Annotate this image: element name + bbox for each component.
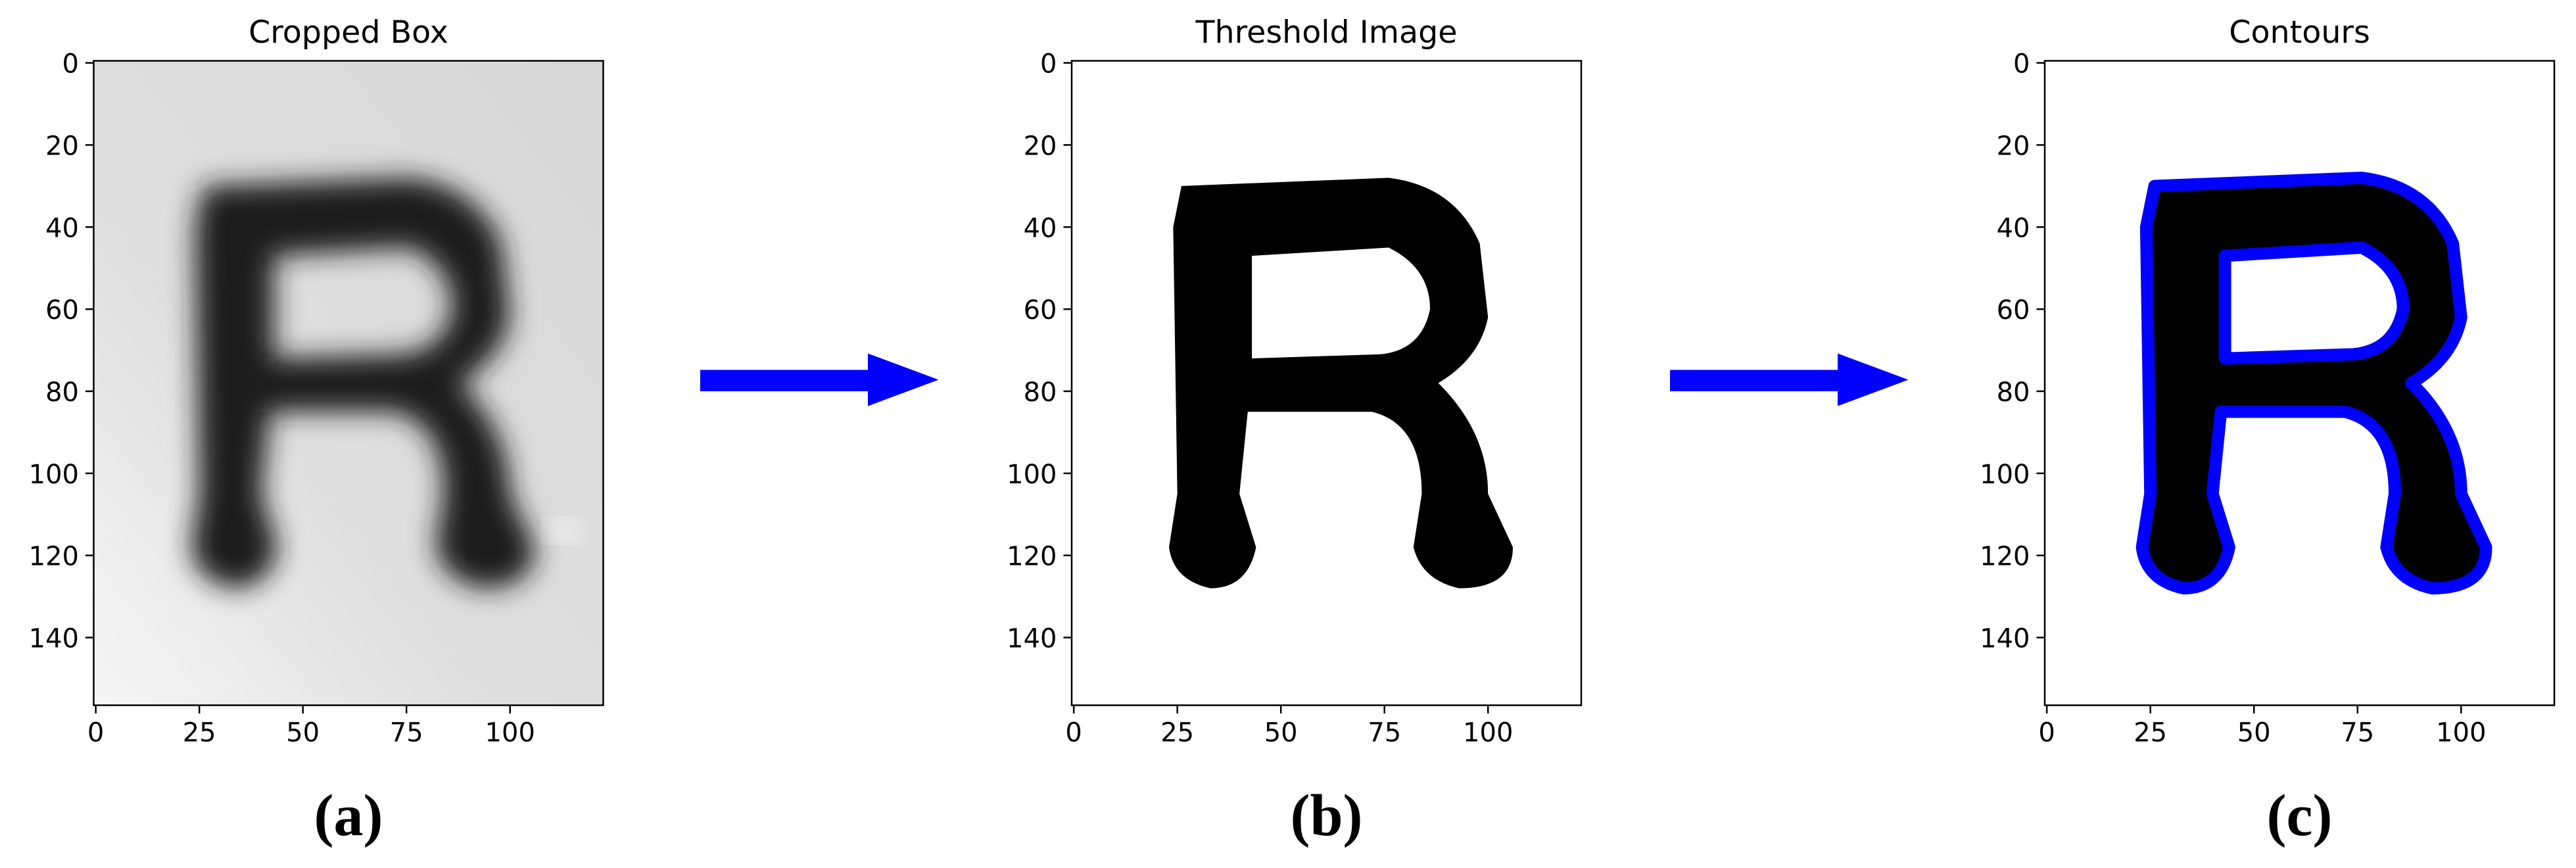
y-tick-label: 80 (45, 377, 79, 408)
y-tick-label: 0 (1040, 49, 1057, 80)
y-tick-label: 120 (1007, 542, 1057, 572)
y-tick-label: 20 (1997, 131, 2030, 161)
axes-frame (2043, 60, 2556, 706)
y-tick-label: 100 (1980, 460, 2030, 490)
threshold-image (1072, 60, 1581, 706)
panel-title: Contours (2229, 14, 2370, 51)
panel-caption: (b) (1291, 783, 1363, 848)
x-tick-label: 25 (183, 718, 216, 748)
x-tick-label: 100 (485, 718, 535, 748)
axes-frame (1070, 60, 1583, 706)
axes-frame (93, 60, 604, 706)
y-tick-label: 60 (45, 295, 79, 326)
y-tick-label: 120 (29, 542, 79, 572)
x-tick-label: 75 (2341, 718, 2374, 748)
x-tick-label: 75 (390, 718, 423, 748)
x-tick-label: 75 (1368, 718, 1401, 748)
arrow (700, 353, 939, 406)
y-tick-label: 80 (1997, 377, 2030, 408)
x-tick-label: 0 (1065, 718, 1082, 748)
y-tick-label: 20 (1024, 131, 1057, 161)
x-tick-label: 50 (2237, 718, 2271, 748)
x-tick-label: 50 (286, 718, 320, 748)
image-frame (1072, 60, 1581, 706)
x-tick-label: 50 (1264, 718, 1298, 748)
image-frame (2045, 60, 2554, 706)
y-tick-label: 40 (45, 213, 79, 243)
x-tick-label: 0 (2038, 718, 2055, 748)
y-tick-label: 20 (45, 131, 79, 161)
cropped-image (93, 60, 604, 706)
y-tick-label: 100 (29, 460, 79, 490)
y-tick-label: 0 (62, 49, 79, 80)
y-tick-label: 60 (1024, 295, 1057, 326)
image-frame (93, 60, 604, 706)
y-tick-label: 140 (1980, 624, 2030, 654)
y-tick-label: 140 (29, 624, 79, 654)
y-tick-label: 0 (2013, 49, 2030, 80)
contour-image (2045, 60, 2554, 706)
panel-title: Threshold Image (1195, 14, 1458, 51)
y-tick-label: 140 (1007, 624, 1057, 654)
y-tick-label: 40 (1997, 213, 2030, 243)
y-tick-label: 100 (1007, 460, 1057, 490)
y-tick-label: 80 (1024, 377, 1057, 408)
arrow (1670, 353, 1909, 406)
x-tick-label: 25 (2134, 718, 2167, 748)
panel-title: Cropped Box (249, 14, 448, 51)
x-tick-label: 0 (87, 718, 104, 748)
panel-caption: (c) (2267, 783, 2333, 848)
panel-caption: (a) (314, 783, 383, 848)
y-tick-label: 120 (1980, 542, 2030, 572)
x-tick-label: 25 (1160, 718, 1194, 748)
x-tick-label: 100 (2436, 718, 2486, 748)
y-tick-label: 40 (1024, 213, 1057, 243)
x-tick-label: 100 (1463, 718, 1513, 748)
y-tick-label: 60 (1997, 295, 2030, 326)
